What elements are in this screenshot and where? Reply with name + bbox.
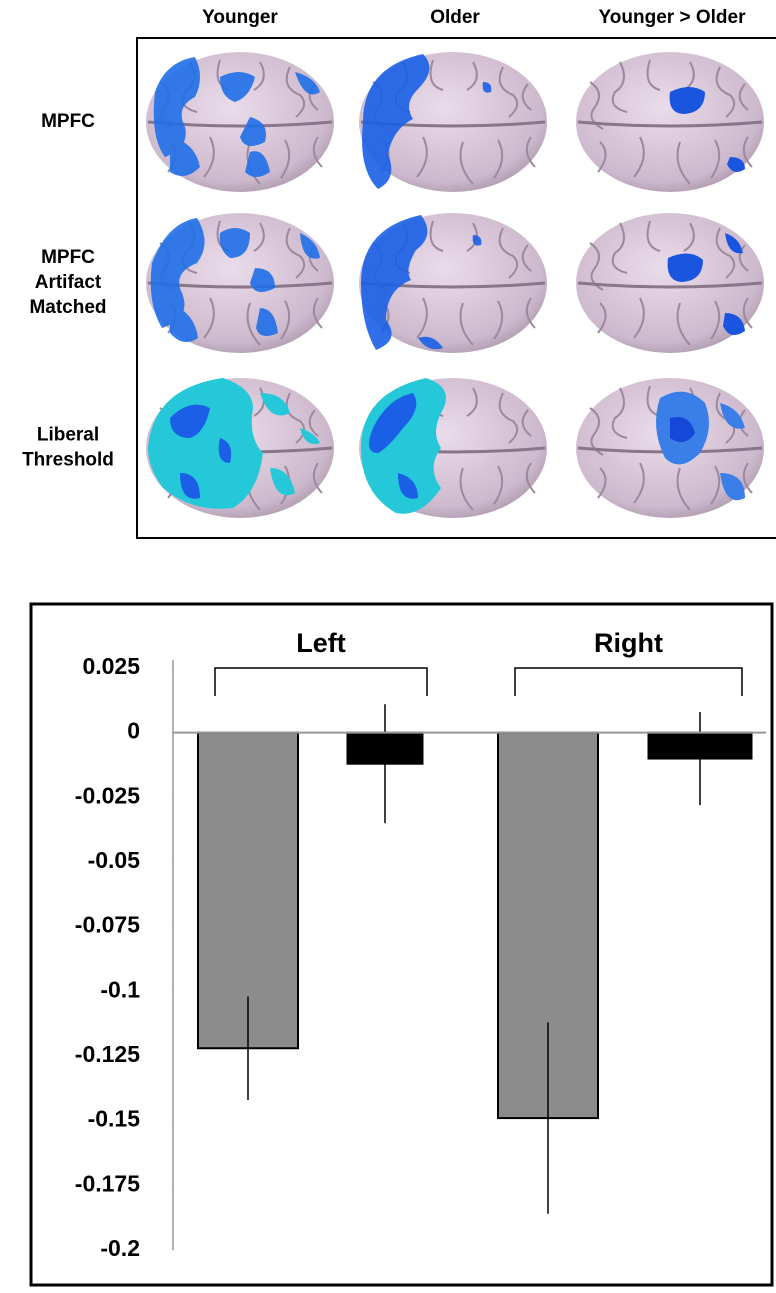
row-label: Matched xyxy=(29,297,106,318)
y-tick-label: 0.025 xyxy=(82,653,140,679)
brain-image xyxy=(146,213,334,353)
brain-image xyxy=(359,378,547,518)
y-tick-label: -0.15 xyxy=(88,1106,141,1132)
column-label: Younger > Older xyxy=(599,7,747,28)
column-label: Younger xyxy=(202,7,278,28)
brain-image xyxy=(359,52,547,192)
row-label: Artifact xyxy=(35,272,102,293)
y-tick-label: -0.025 xyxy=(75,782,140,808)
brain-image xyxy=(359,213,547,353)
brain-image xyxy=(576,213,764,353)
y-tick-label: -0.2 xyxy=(100,1235,140,1261)
brain-image xyxy=(576,52,764,192)
group-label: Right xyxy=(594,628,663,658)
y-tick-label: -0.075 xyxy=(75,912,140,938)
y-tick-label: 0 xyxy=(127,718,140,744)
brain-image xyxy=(146,52,334,192)
row-label: MPFC xyxy=(41,247,95,268)
chart-frame xyxy=(31,604,772,1285)
brain-image xyxy=(576,378,764,518)
brain-image xyxy=(146,378,334,518)
y-tick-label: -0.175 xyxy=(75,1170,140,1196)
group-label: Left xyxy=(296,628,346,658)
figure: Younger Older Younger > Older MPFC MPFC Artif… xyxy=(0,0,776,1288)
y-tick-label: -0.1 xyxy=(100,976,140,1002)
row-label: Liberal xyxy=(37,425,99,446)
y-tick-label: -0.125 xyxy=(75,1041,140,1067)
row-label: Threshold xyxy=(22,450,114,471)
column-label: Older xyxy=(430,7,480,28)
row-label: MPFC xyxy=(41,111,95,132)
y-tick-label: -0.05 xyxy=(88,847,141,873)
page: {"panel": {"column_labels": ["Younger", … xyxy=(0,0,776,1288)
